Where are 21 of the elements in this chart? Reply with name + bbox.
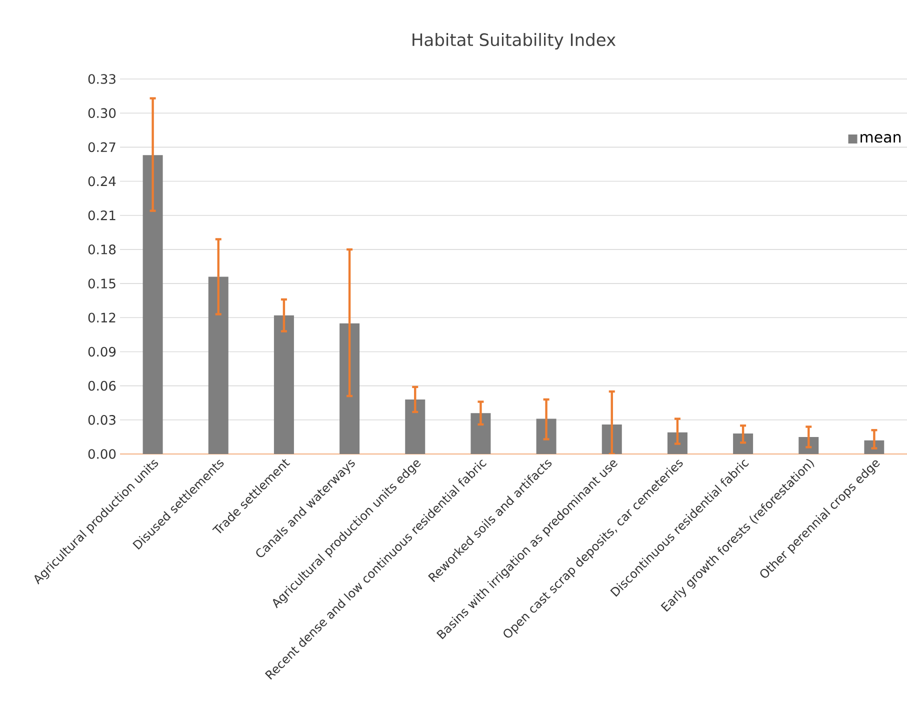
bar (274, 315, 294, 454)
y-tick-label: 0.09 (88, 346, 116, 357)
y-tick-label: 0.12 (88, 312, 116, 323)
y-tick-label: 0.27 (88, 142, 116, 152)
y-tick-label: 0.24 (88, 176, 116, 186)
y-tick-label: 0.21 (88, 210, 116, 220)
legend-label: mean (860, 134, 901, 143)
y-tick-label: 0.15 (88, 278, 116, 288)
y-tick-label: 0.06 (88, 380, 116, 391)
y-tick-label: 0.03 (88, 414, 116, 425)
y-tick-label: 0.18 (88, 244, 116, 254)
bar (470, 413, 491, 454)
bar (142, 155, 163, 454)
bar (733, 434, 754, 454)
y-tick-label: 0.30 (88, 108, 116, 118)
chart-title: Habitat Suitability Index (412, 33, 616, 50)
bar (208, 276, 228, 454)
y-tick-label: 0.33 (88, 74, 116, 84)
bar (798, 436, 819, 454)
y-tick-label: 0.00 (88, 449, 116, 459)
bar (405, 399, 426, 454)
